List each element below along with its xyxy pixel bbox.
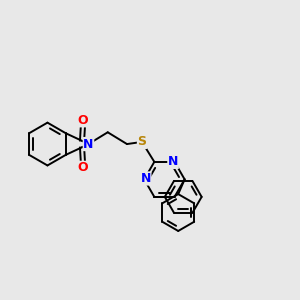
Text: O: O	[78, 114, 88, 127]
Text: S: S	[137, 135, 146, 148]
Text: N: N	[140, 172, 151, 185]
Text: O: O	[78, 161, 88, 174]
Text: N: N	[168, 155, 178, 168]
Text: N: N	[83, 138, 94, 151]
